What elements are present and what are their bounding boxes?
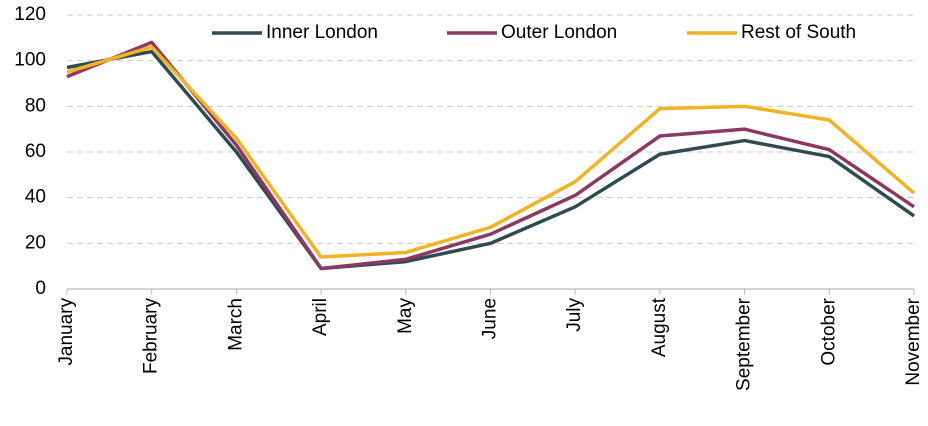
x-tick-label: February <box>141 298 162 375</box>
x-tick-label: June <box>480 298 501 339</box>
legend-label: Rest of South <box>741 22 856 43</box>
series-line <box>66 49 916 271</box>
x-tick-label: October <box>818 297 839 365</box>
legend-label: Inner London <box>266 22 378 43</box>
y-tick-label: 0 <box>35 278 46 299</box>
x-tick-label: September <box>734 297 755 391</box>
y-tick-label: 120 <box>14 4 46 25</box>
x-tick-label: April <box>310 298 331 336</box>
x-tick-label: March <box>225 298 246 351</box>
y-tick-label: 60 <box>25 141 46 162</box>
y-tick-label: 80 <box>25 95 46 116</box>
x-tick-label: January <box>56 298 77 366</box>
x-tick-label: August <box>649 297 670 357</box>
y-tick-label: 20 <box>25 232 46 253</box>
x-tick-label: May <box>395 298 416 334</box>
series-line <box>66 45 916 259</box>
y-tick-label: 100 <box>14 50 46 71</box>
y-tick-label: 40 <box>25 187 46 208</box>
x-tick-label: July <box>564 298 585 332</box>
x-tick-label: November <box>903 297 924 385</box>
legend-label: Outer London <box>501 22 617 43</box>
series-line <box>66 40 915 271</box>
